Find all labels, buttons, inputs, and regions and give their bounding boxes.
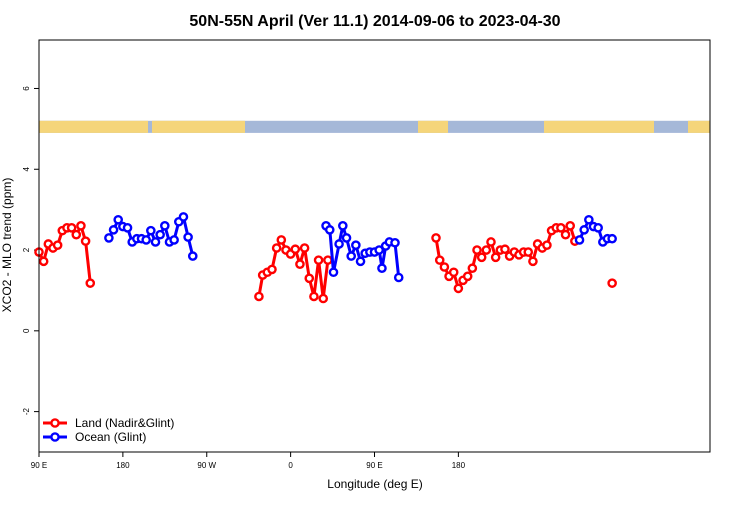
series-0-point-1-15 — [323, 255, 333, 265]
legend-marker-0 — [50, 418, 60, 428]
series-0-point-0-7 — [66, 223, 77, 233]
series-0-point-2-2 — [439, 262, 450, 272]
series-0-point-3-0 — [607, 278, 617, 288]
y-tick-label-2: 2 — [22, 247, 31, 252]
series-0-point-2-9 — [472, 245, 482, 255]
series-1-point-1-4 — [338, 221, 348, 231]
series-0-point-0-9 — [76, 221, 86, 231]
axes: 90 E 180 90 W 0 90 E 180 -2 0 2 4 6 — [22, 86, 466, 470]
series-1-point-0-10 — [150, 237, 161, 247]
series-0-point-1-13 — [313, 255, 324, 265]
y-tick-label-1: 0 — [22, 328, 31, 333]
strip-land-2 — [418, 120, 448, 133]
series-0-point-0-8 — [71, 229, 82, 240]
series-1-point-0-4 — [122, 223, 133, 233]
series-1-point-1-12 — [374, 245, 384, 255]
series-1-point-1-8 — [355, 256, 366, 267]
land-ocean-strip — [39, 120, 710, 133]
series-0-point-2-20 — [523, 247, 534, 257]
y-tick-label-3: 4 — [22, 166, 31, 171]
series-1-point-0-1 — [108, 225, 119, 235]
series-0-point-2-27 — [556, 223, 566, 233]
series-1-point-1-16 — [390, 237, 400, 248]
series-0-point-2-8 — [467, 263, 478, 274]
series-1-point-0-8 — [141, 235, 151, 245]
series-0-point-2-10 — [476, 252, 487, 263]
strip-land-4 — [688, 120, 710, 133]
series-1-point-0-2 — [113, 214, 124, 225]
series-1 — [104, 212, 617, 283]
series-1-point-1-1 — [324, 225, 335, 235]
series-1-point-0-9 — [146, 225, 156, 236]
series-0-point-1-11 — [304, 273, 315, 284]
series-0-point-1-5 — [276, 235, 287, 245]
series-0-point-2-21 — [528, 256, 538, 267]
series-1-point-0-12 — [160, 221, 170, 231]
series-0-point-2-4 — [448, 267, 459, 278]
series-0-point-1-9 — [295, 259, 305, 269]
series-0-point-2-11 — [481, 245, 492, 255]
x-axis-label: Longitude (deg E) — [327, 477, 422, 491]
series-0-point-2-13 — [490, 252, 501, 263]
series-0-point-1-4 — [271, 243, 282, 253]
plot-frame — [38, 39, 711, 453]
x-tick-label-0: 90 E — [31, 461, 47, 470]
series-0-point-2-24 — [542, 240, 552, 250]
strip-land-1 — [152, 120, 245, 133]
series-1-point-0-18 — [187, 251, 198, 261]
series-0-point-1-8 — [290, 244, 301, 255]
series-1-point-2-1 — [579, 225, 589, 235]
series-0-point-1-10 — [299, 243, 310, 253]
series-1-point-1-2 — [328, 267, 339, 278]
series-0-point-1-14 — [318, 293, 329, 304]
series-1-point-2-0 — [574, 235, 585, 245]
legend-label-1: Ocean (Glint) — [75, 430, 146, 444]
series-1-point-0-11 — [155, 229, 165, 240]
series-0-point-2-7 — [462, 271, 473, 282]
x-tick-label-5: 180 — [452, 461, 466, 470]
series-1-point-0-16 — [178, 212, 189, 222]
y-tick-label-0: -2 — [22, 408, 31, 416]
y-tick-label-4: 6 — [22, 86, 31, 91]
series-0-point-2-0 — [431, 233, 441, 243]
series-1-point-1-17 — [393, 272, 404, 283]
x-tick-label-4: 90 E — [366, 461, 382, 470]
series-0-point-2-29 — [565, 221, 576, 231]
x-tick-label-3: 0 — [288, 461, 293, 470]
series-0-point-0-4 — [52, 240, 63, 250]
series-1-point-2-7 — [607, 233, 617, 244]
series-1-point-0-0 — [104, 233, 114, 243]
series-0-point-2-5 — [453, 283, 464, 294]
series-0-point-2-1 — [434, 255, 445, 265]
strip-land-0 — [39, 120, 148, 133]
series-1-point-0-17 — [183, 232, 193, 242]
strip-land-3 — [544, 120, 654, 133]
series-0-point-1-3 — [267, 264, 277, 275]
series-1-point-1-6 — [346, 251, 357, 261]
series-1-point-2-4 — [593, 223, 603, 233]
series-0-point-1-0 — [254, 291, 264, 302]
legend-label-0: Land (Nadir&Glint) — [75, 416, 174, 430]
series-1-point-2-2 — [584, 214, 594, 225]
series-1-point-0-14 — [169, 235, 179, 245]
legend: Land (Nadir&Glint)Ocean (Glint) — [43, 416, 174, 444]
series-0-point-0-10 — [80, 236, 91, 246]
series-0-point-1-12 — [309, 291, 319, 302]
series-1-point-1-5 — [341, 233, 352, 243]
legend-marker-1 — [50, 432, 60, 442]
x-tick-label-1: 180 — [116, 461, 130, 470]
series-1-point-1-7 — [351, 240, 361, 250]
series-0-point-2-12 — [486, 237, 496, 247]
series-0-point-0-11 — [85, 278, 96, 288]
series-1-point-1-3 — [334, 239, 344, 249]
series-0-point-2-28 — [560, 229, 571, 240]
x-tick-label-2: 90 W — [197, 461, 216, 470]
series-0-point-0-1 — [38, 256, 49, 267]
series-0-point-2-15 — [500, 244, 510, 255]
series-1-point-1-13 — [377, 263, 387, 274]
chart-title: 50N-55N April (Ver 11.1) 2014-09-06 to 2… — [189, 13, 560, 30]
y-axis-label: XCO2 - MLO trend (ppm) — [0, 178, 14, 313]
